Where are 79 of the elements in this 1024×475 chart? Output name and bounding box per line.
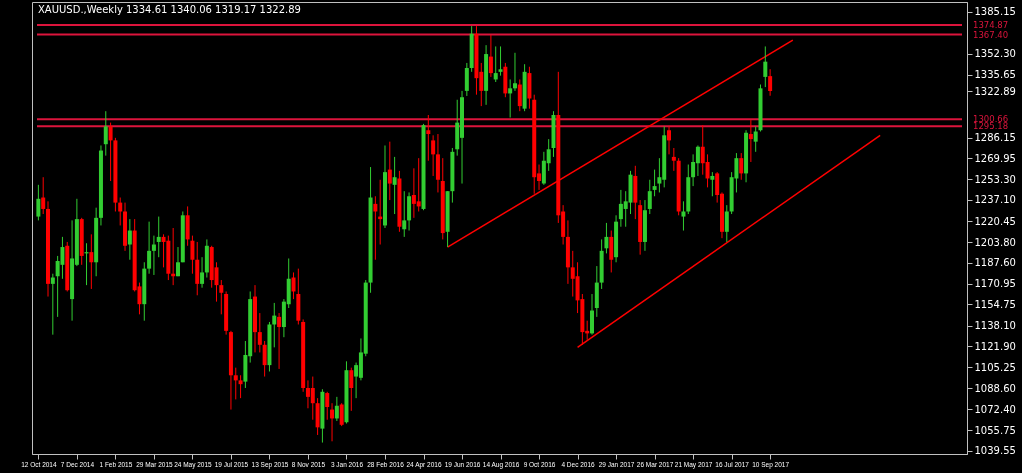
candlestick [763,45,768,88]
candlestick [334,396,339,422]
candlestick [60,236,65,280]
candlestick [50,273,55,336]
candlestick [753,125,758,153]
candlestick [277,312,282,370]
y-tick-label: 1220.45 [974,215,1016,227]
candlestick [695,144,700,177]
y-tick-label: 1105.25 [974,361,1016,373]
candlestick [147,221,152,275]
candlestick [681,200,686,232]
candlestick [151,235,156,276]
candlestick [493,45,498,83]
y-tick-label: 1154.75 [974,299,1016,310]
y-tick-label: 1203.80 [974,236,1016,248]
candlestick [373,195,378,261]
candlestick [349,367,354,412]
candlestick [233,367,238,400]
y-tick-label: 1237.10 [974,194,1016,206]
candlestick [387,141,392,201]
candlestick [652,169,657,197]
y-tick-label: 1286.15 [974,132,1016,144]
candlestick [724,204,729,243]
y-tick-label: 1170.95 [974,278,1016,290]
candlestick [103,110,108,157]
candlestick [89,233,94,290]
y-tick-label: 1335.65 [974,69,1016,81]
candlestick [768,68,773,97]
candlestick [127,218,132,261]
y-tick-label: 1088.60 [974,382,1016,394]
y-tick-label: 1072.40 [974,403,1016,415]
candlestick [508,78,513,119]
y-tick-label: 1269.95 [974,152,1016,164]
candlestick [310,376,315,421]
candlestick [325,391,330,421]
chart-title: XAUUSD.,Weekly 1334.61 1340.06 1319.17 1322.89 [38,4,301,15]
candlestick [431,134,436,177]
candlestick [190,235,195,275]
candlestick [609,230,614,273]
candlestick [517,78,522,112]
y-tick-label: 1055.75 [974,424,1016,436]
candlestick [498,45,503,77]
candlestick [426,114,431,162]
y-tick-label: 1121.90 [974,340,1016,352]
y-tick-label: 1138.10 [974,320,1016,332]
candlestick [512,52,517,92]
candlestick [238,374,243,399]
candlestick [416,157,421,212]
candlestick [175,246,180,277]
candlestick [41,176,46,215]
candlestick [339,402,344,427]
y-tick-label: 1352.30 [974,48,1016,60]
y-tick-label: 1253.30 [974,173,1016,185]
candlestick [392,156,397,215]
candlestick [156,216,161,258]
candlestick [710,171,715,197]
ref-line-label: 1374.87 [973,20,1009,31]
candlestick [748,119,753,163]
y-tick-label: 1187.60 [974,257,1016,269]
candlestick [671,147,676,172]
candlestick [36,184,41,221]
candlestick [402,190,407,238]
y-tick-label: 1385.15 [974,6,1016,18]
candlestick [590,293,594,336]
candlestick [219,279,224,315]
candlestick [257,312,262,353]
candlestick [200,256,205,289]
ref-line-label: 1367.40 [973,29,1009,40]
candlestick [647,179,652,215]
candlestick [291,271,296,300]
y-tick-label: 1039.55 [974,445,1016,457]
candlestick [739,152,744,181]
candlestick [604,222,609,254]
y-tick-label: 1322.89 [974,85,1016,97]
candlestick [262,340,267,378]
candlestick [464,62,469,97]
candlestick [667,125,672,155]
candlestick [488,34,493,78]
candlestick [108,122,113,182]
